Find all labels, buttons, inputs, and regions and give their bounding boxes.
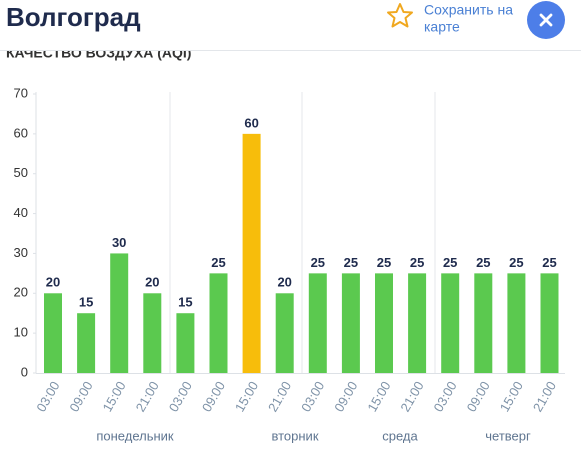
y-tick-label: 40 — [14, 205, 28, 220]
y-tick-label: 10 — [14, 325, 28, 340]
bar — [176, 313, 195, 373]
day-label: четверг — [485, 428, 531, 443]
bar — [44, 293, 62, 373]
x-tick-label: 03:00 — [33, 379, 62, 415]
y-tick-label: 50 — [14, 165, 28, 180]
value-label: 25 — [211, 255, 225, 270]
x-tick-label: 15:00 — [364, 379, 393, 415]
value-label: 25 — [344, 255, 358, 270]
day-label: вторник — [271, 428, 318, 443]
value-label: 30 — [112, 235, 126, 250]
value-label: 60 — [244, 115, 258, 130]
x-tick-label: 09:00 — [199, 379, 228, 415]
y-tick-label: 20 — [14, 285, 28, 300]
value-label: 25 — [377, 255, 391, 270]
city-title: Волгоград — [6, 2, 141, 32]
save-link[interactable]: карте — [424, 19, 460, 35]
bar — [308, 273, 327, 373]
y-tick-label: 30 — [14, 245, 28, 260]
x-tick-label: 09:00 — [464, 379, 493, 415]
y-tick-label: 60 — [14, 125, 28, 140]
y-tick-label: 70 — [14, 85, 28, 100]
bar — [507, 273, 526, 373]
x-tick-label: 03:00 — [298, 379, 327, 415]
bar — [375, 273, 393, 373]
bar — [77, 313, 96, 373]
value-label: 25 — [476, 255, 490, 270]
star-icon[interactable] — [387, 3, 413, 28]
value-label: 20 — [277, 275, 291, 290]
value-label: 25 — [311, 255, 325, 270]
x-tick-label: 21:00 — [530, 379, 559, 415]
bar — [408, 273, 427, 373]
x-tick-label: 09:00 — [66, 379, 95, 415]
header-bg — [0, 0, 581, 50]
value-label: 20 — [46, 275, 60, 290]
x-tick-label: 21:00 — [133, 379, 162, 415]
value-label: 20 — [145, 275, 159, 290]
bar — [474, 273, 493, 373]
bar — [540, 273, 559, 373]
x-tick-label: 15:00 — [100, 379, 129, 415]
day-label: понедельник — [96, 428, 174, 443]
x-tick-label: 21:00 — [397, 379, 426, 415]
bar — [341, 273, 360, 373]
value-label: 25 — [410, 255, 424, 270]
bar — [441, 273, 460, 373]
value-label: 15 — [178, 295, 192, 310]
x-tick-label: 03:00 — [166, 379, 195, 415]
day-label: среда — [382, 428, 418, 443]
save-link[interactable]: Сохранить на — [424, 2, 513, 18]
x-tick-label: 15:00 — [497, 379, 526, 415]
close-icon — [539, 13, 553, 27]
bar — [143, 293, 162, 373]
x-tick-label: 09:00 — [331, 379, 360, 415]
bar — [275, 293, 294, 373]
x-tick-label: 15:00 — [232, 379, 261, 415]
x-tick-label: 21:00 — [265, 379, 294, 415]
bar — [110, 253, 129, 373]
value-label: 25 — [509, 255, 523, 270]
value-label: 25 — [542, 255, 556, 270]
y-tick-label: 0 — [21, 364, 28, 379]
value-label: 25 — [443, 255, 457, 270]
bar — [209, 273, 228, 373]
value-label: 15 — [79, 295, 93, 310]
x-tick-label: 03:00 — [431, 379, 460, 415]
bar — [242, 133, 261, 373]
